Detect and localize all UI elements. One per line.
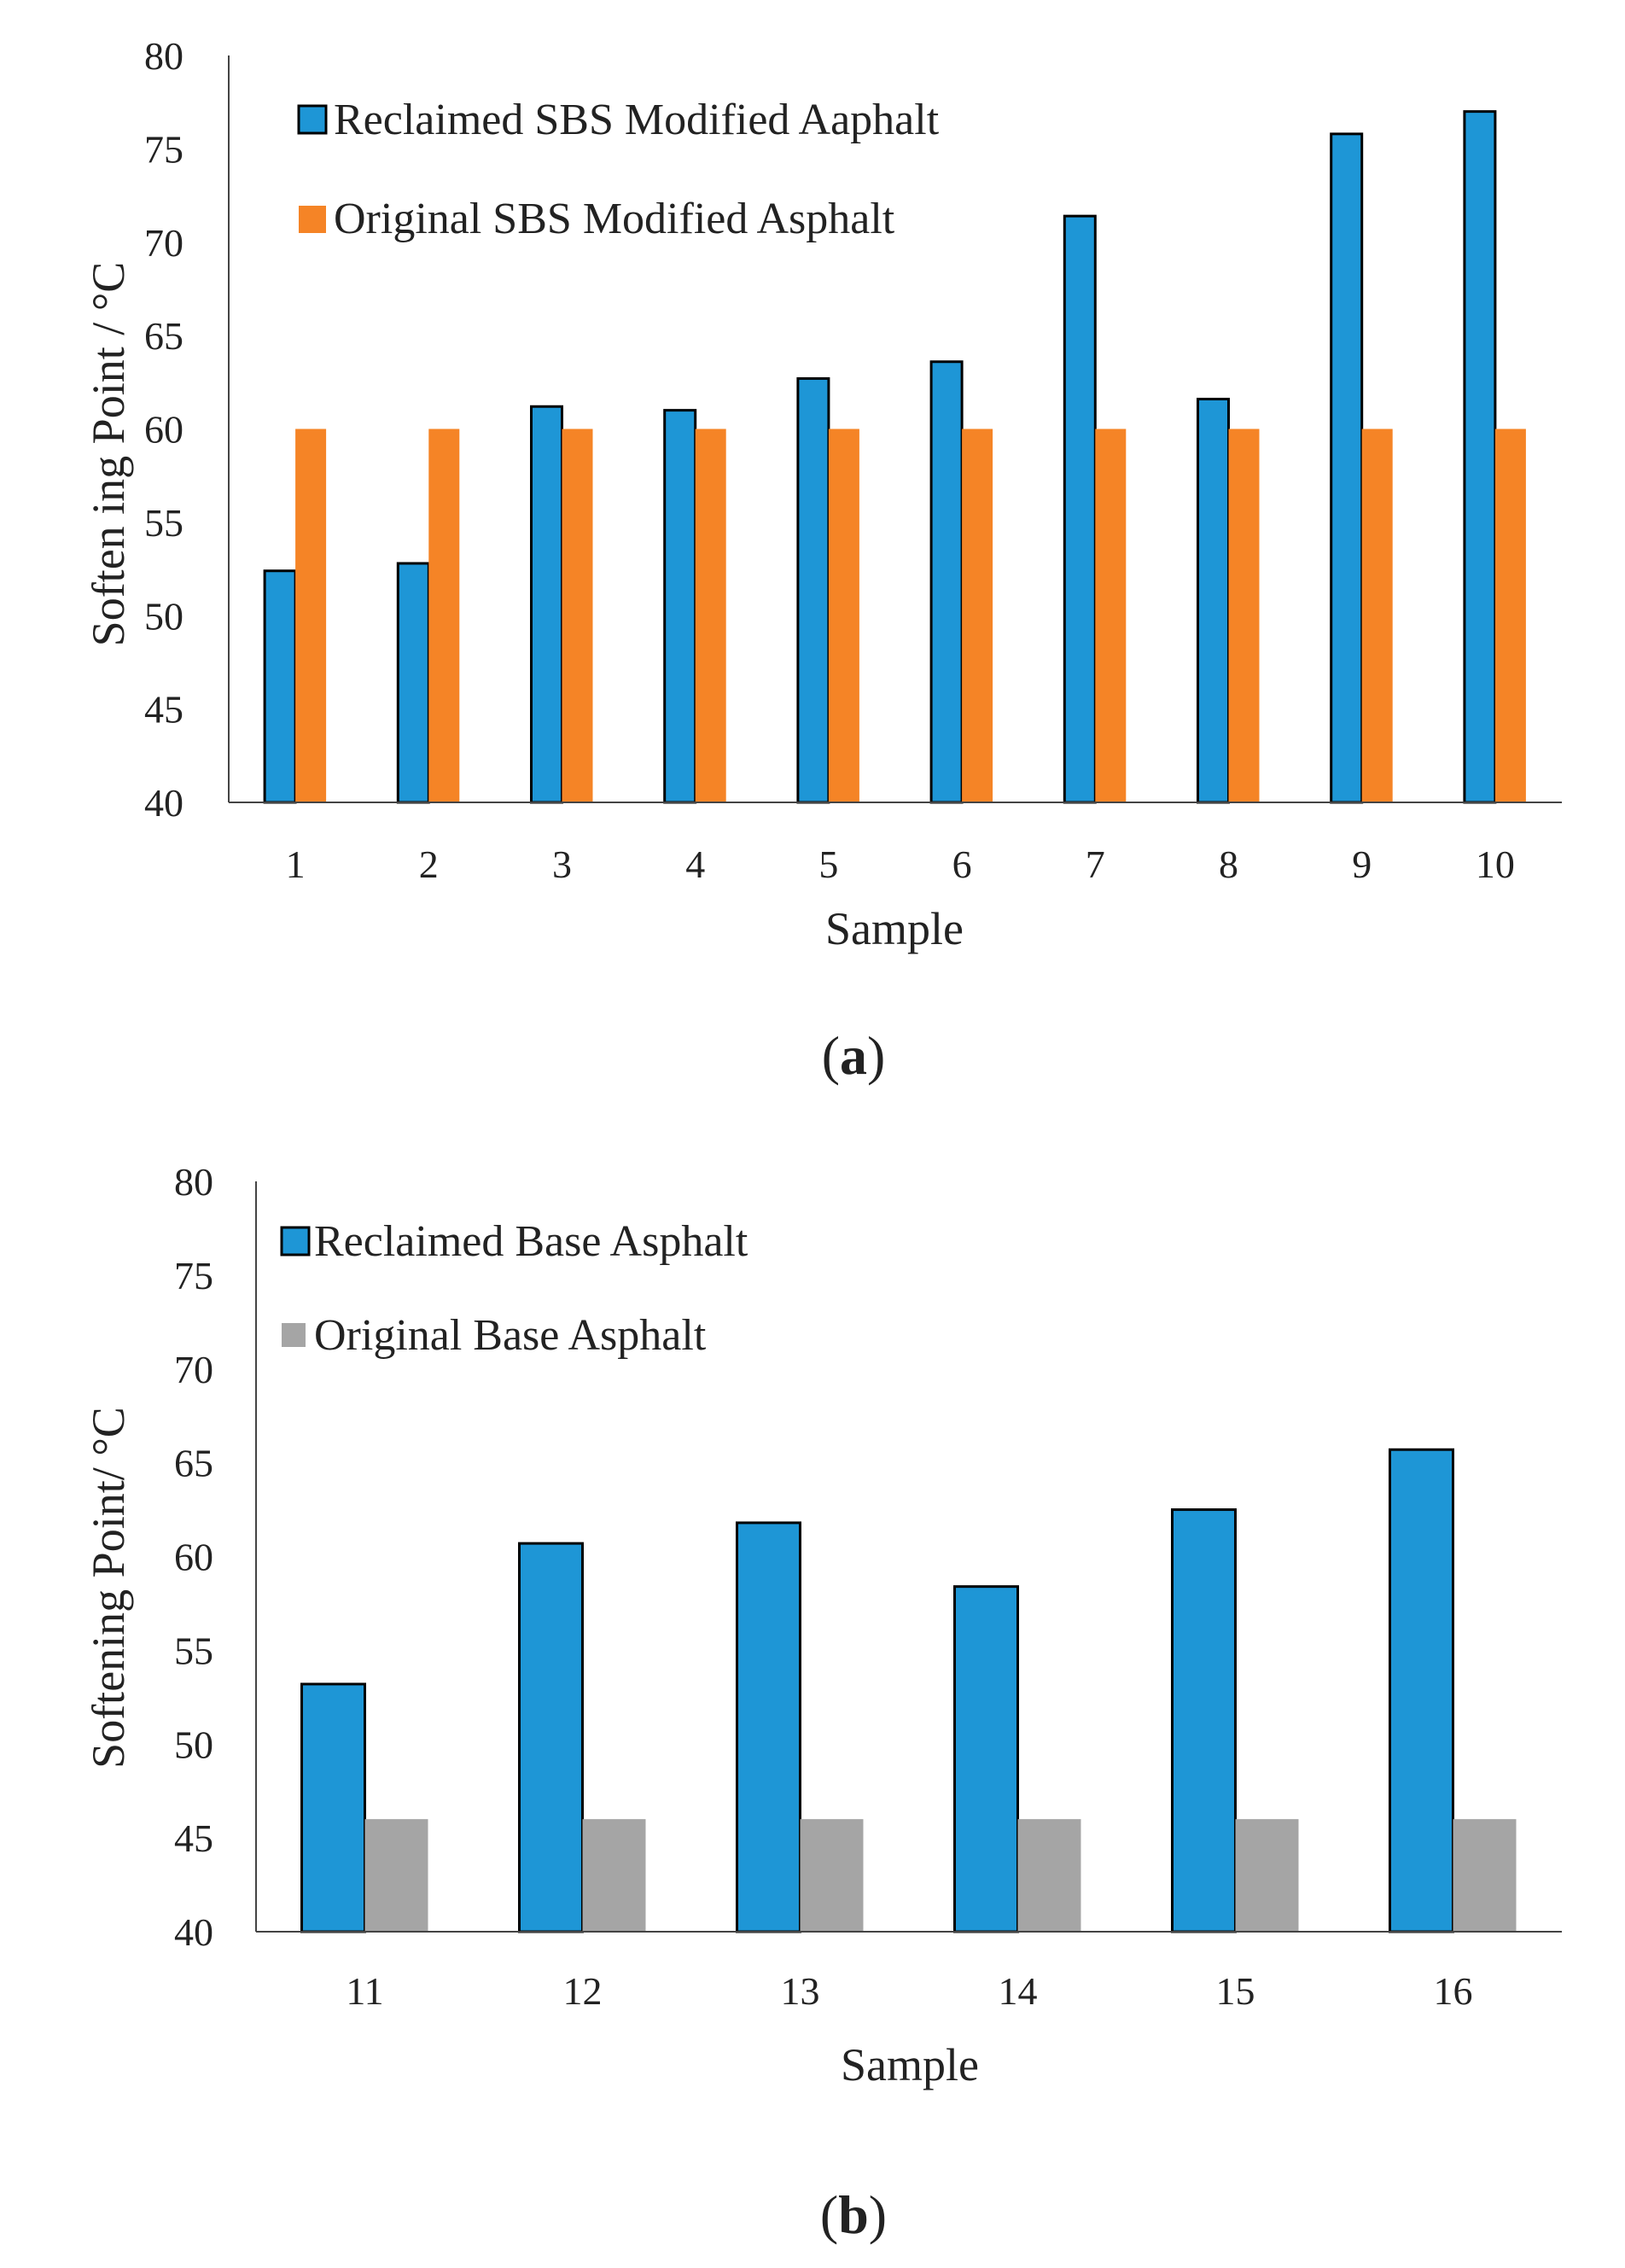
y-tick-labels: 40 45 50 55 60 65 70 75 80 — [144, 34, 183, 825]
x-tick-label: 15 — [1216, 1969, 1255, 2013]
bar-original — [695, 429, 726, 802]
caption-b-close: ) — [869, 2184, 887, 2245]
bar-original — [1235, 1819, 1299, 1932]
bar-reclaimed — [929, 360, 964, 804]
y-tick-label: 40 — [174, 1910, 213, 1954]
bar-reclaimed — [663, 409, 697, 804]
y-tick-label: 50 — [144, 594, 183, 638]
y-tick-label: 65 — [174, 1442, 213, 1485]
y-tick-label: 55 — [174, 1629, 213, 1672]
bar-original — [1494, 429, 1526, 802]
bar-reclaimed — [796, 376, 830, 804]
x-tick-label: 13 — [781, 1969, 820, 2013]
bar-original — [962, 429, 993, 802]
x-tick-labels: 11 12 13 14 15 16 — [346, 1969, 1472, 2013]
bar-reclaimed — [1171, 1508, 1237, 1933]
bar-reclaimed — [1330, 132, 1364, 804]
y-tick-label: 55 — [144, 501, 183, 545]
y-tick-label: 40 — [144, 781, 183, 825]
bar-reclaimed — [1197, 398, 1230, 804]
caption-a-open: ( — [822, 1025, 840, 1086]
bar-original — [562, 429, 593, 802]
caption-a: (a) — [822, 1025, 886, 1086]
x-axis-title: Sample — [841, 2039, 979, 2090]
legend-label-reclaimed: Reclaimed SBS Modified Aaphalt — [334, 96, 940, 144]
legend-swatch-original — [299, 206, 326, 233]
y-tick-label: 75 — [144, 127, 183, 171]
x-tick-label: 9 — [1352, 842, 1372, 886]
x-tick-label: 11 — [346, 1969, 383, 2013]
bar-reclaimed — [396, 562, 430, 804]
legend-label-reclaimed: Reclaimed Base Asphalt — [314, 1217, 748, 1266]
x-tick-label: 8 — [1219, 842, 1238, 886]
legend: Reclaimed Base Asphalt Original Base Asp… — [280, 1217, 748, 1360]
bar-original — [800, 1819, 864, 1932]
chart-b: 40 45 50 55 60 65 70 75 80 11 12 13 14 15 16 Sample S… — [83, 1160, 1562, 2245]
y-tick-label: 45 — [144, 688, 183, 732]
bar-original — [364, 1819, 428, 1932]
y-tick-label: 80 — [144, 34, 183, 78]
legend-swatch-original — [282, 1323, 306, 1347]
x-axis-title: Sample — [825, 903, 964, 954]
x-tick-label: 14 — [999, 1969, 1038, 2013]
y-axis-title: Soften ing Point / °C — [83, 262, 134, 647]
legend-label-original: Original SBS Modified Asphalt — [334, 195, 895, 243]
caption-a-close: ) — [867, 1025, 885, 1086]
bar-original — [1095, 429, 1127, 802]
y-tick-label: 75 — [174, 1254, 213, 1297]
y-tick-label: 80 — [174, 1160, 213, 1204]
caption-b-open: ( — [820, 2184, 838, 2245]
bar-original — [1228, 429, 1260, 802]
bar-original — [1017, 1819, 1081, 1932]
legend-swatch-reclaimed — [280, 1226, 311, 1256]
x-tick-label: 12 — [563, 1969, 603, 2013]
bar-reclaimed — [953, 1585, 1019, 1933]
y-tick-label: 60 — [174, 1536, 213, 1579]
x-tick-label: 16 — [1434, 1969, 1473, 2013]
bars — [300, 1448, 1517, 1933]
bar-reclaimed — [300, 1682, 366, 1933]
x-tick-labels: 1 2 3 4 5 6 7 8 9 10 — [286, 842, 1515, 886]
bars — [263, 110, 1526, 804]
caption-b-letter: b — [838, 2184, 869, 2245]
bar-original — [295, 429, 327, 802]
y-tick-label: 70 — [174, 1348, 213, 1391]
x-tick-label: 6 — [952, 842, 972, 886]
bar-reclaimed — [518, 1542, 584, 1933]
bar-reclaimed — [1463, 110, 1497, 804]
bar-reclaimed — [1389, 1448, 1454, 1933]
bar-original — [1361, 429, 1393, 802]
x-tick-label: 10 — [1476, 842, 1515, 886]
y-tick-label: 45 — [174, 1816, 213, 1860]
y-tick-label: 70 — [144, 221, 183, 265]
legend-label-original: Original Base Asphalt — [314, 1311, 707, 1360]
y-tick-label: 50 — [174, 1723, 213, 1766]
y-axis-title: Softening Point/ °C — [83, 1407, 134, 1769]
bar-original — [828, 429, 859, 802]
caption-a-letter: a — [840, 1025, 867, 1086]
legend: Reclaimed SBS Modified Aaphalt Original … — [297, 96, 940, 243]
x-tick-label: 3 — [552, 842, 572, 886]
y-tick-label: 65 — [144, 314, 183, 358]
legend-swatch-reclaimed — [297, 104, 328, 135]
x-tick-label: 4 — [685, 842, 705, 886]
x-tick-label: 2 — [419, 842, 439, 886]
bar-reclaimed — [263, 569, 297, 804]
bar-original — [582, 1819, 646, 1932]
bar-original — [1453, 1819, 1517, 1932]
caption-b: (b) — [820, 2184, 887, 2245]
y-tick-label: 60 — [144, 408, 183, 452]
y-tick-labels: 40 45 50 55 60 65 70 75 80 — [174, 1160, 213, 1954]
x-tick-label: 1 — [286, 842, 306, 886]
bar-reclaimed — [1063, 214, 1097, 804]
bar-reclaimed — [530, 405, 563, 804]
bar-original — [428, 429, 460, 802]
x-tick-label: 7 — [1086, 842, 1105, 886]
bar-reclaimed — [736, 1521, 801, 1933]
x-tick-label: 5 — [818, 842, 838, 886]
